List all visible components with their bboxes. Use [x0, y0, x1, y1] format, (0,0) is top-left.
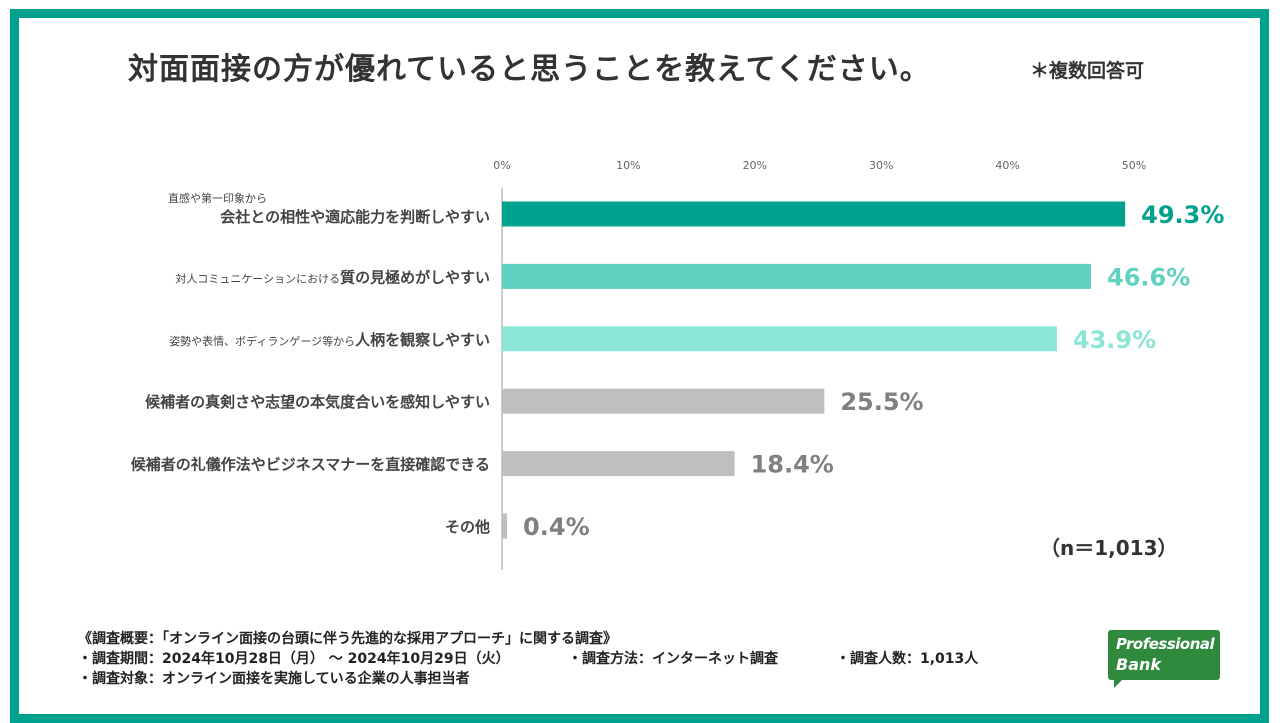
- x-tick-label: 0%: [493, 159, 510, 172]
- category-label: 候補者の真剣さや志望の本気度合いを感知しやすい: [145, 393, 490, 411]
- bar-2: [502, 263, 1092, 289]
- category-label-small: 直感や第一印象から: [168, 191, 267, 205]
- data-label: 18.4%: [751, 451, 834, 479]
- survey-count: ・調査人数：1,013人: [836, 651, 979, 667]
- survey-overview: 《調査概要：「オンライン面接の台頭に伴う先進的な採用アプローチ」に関する調査》 …: [78, 629, 978, 689]
- multiple-answer-note: ＊複数回答可: [1030, 60, 1145, 82]
- category-label-main: 質の見極めがしやすい: [340, 268, 490, 286]
- x-tick-label: 30%: [869, 159, 893, 172]
- logo-text-line1: Professional: [1116, 635, 1215, 653]
- bar-4: [502, 388, 825, 414]
- category-label-small: 対人コミュニケーションにおける: [175, 271, 340, 285]
- logo-text-line2: Bank: [1116, 655, 1162, 674]
- data-label: 0.4%: [523, 513, 590, 541]
- data-label: 49.3%: [1141, 201, 1224, 229]
- category-label: その他: [445, 518, 490, 536]
- logo-tail: [1114, 678, 1124, 688]
- x-tick-label: 10%: [616, 159, 640, 172]
- survey-details-row: ・調査期間：2024年10月28日（月） ～ 2024年10月29日（火） ・調査…: [78, 649, 978, 669]
- sample-size-label: （n＝1,013）: [1040, 536, 1178, 560]
- category-label-main: 人柄を観察しやすい: [355, 331, 490, 349]
- bar-6: [502, 513, 508, 539]
- category-label: 会社との相性や適応能力を判断しやすい: [220, 208, 490, 226]
- chart-title: 対面面接の方が優れていると思うことを教えてください。: [128, 52, 931, 87]
- data-label: 46.6%: [1107, 263, 1190, 291]
- category-label: 対人コミュニケーションにおける質の見極めがしやすい: [175, 268, 490, 286]
- survey-title: 《調査概要：「オンライン面接の台頭に伴う先進的な採用アプローチ」に関する調査》: [78, 631, 617, 647]
- x-tick-label: 40%: [995, 159, 1019, 172]
- chart-frame: [10, 9, 1269, 723]
- x-tick-label: 20%: [743, 159, 767, 172]
- professional-bank-logo: Professional Bank: [1108, 630, 1220, 688]
- data-label: 43.9%: [1073, 326, 1156, 354]
- x-tick-label: 50%: [1122, 159, 1146, 172]
- category-label-small: 姿勢や表情、ボディランゲージ等から: [169, 334, 355, 348]
- bar-1: [502, 201, 1126, 227]
- category-label: 姿勢や表情、ボディランゲージ等から人柄を観察しやすい: [169, 331, 490, 349]
- survey-method: ・調査方法：インターネット調査: [568, 651, 778, 667]
- survey-period: ・調査期間：2024年10月28日（月） ～ 2024年10月29日（火）: [78, 651, 510, 667]
- bar-5: [502, 451, 735, 477]
- bar-3: [502, 326, 1057, 352]
- category-label: 候補者の礼儀作法やビジネスマナーを直接確認できる: [131, 456, 490, 474]
- data-label: 25.5%: [840, 388, 923, 416]
- survey-target: ・調査対象：オンライン面接を実施している企業の人事担当者: [78, 671, 470, 687]
